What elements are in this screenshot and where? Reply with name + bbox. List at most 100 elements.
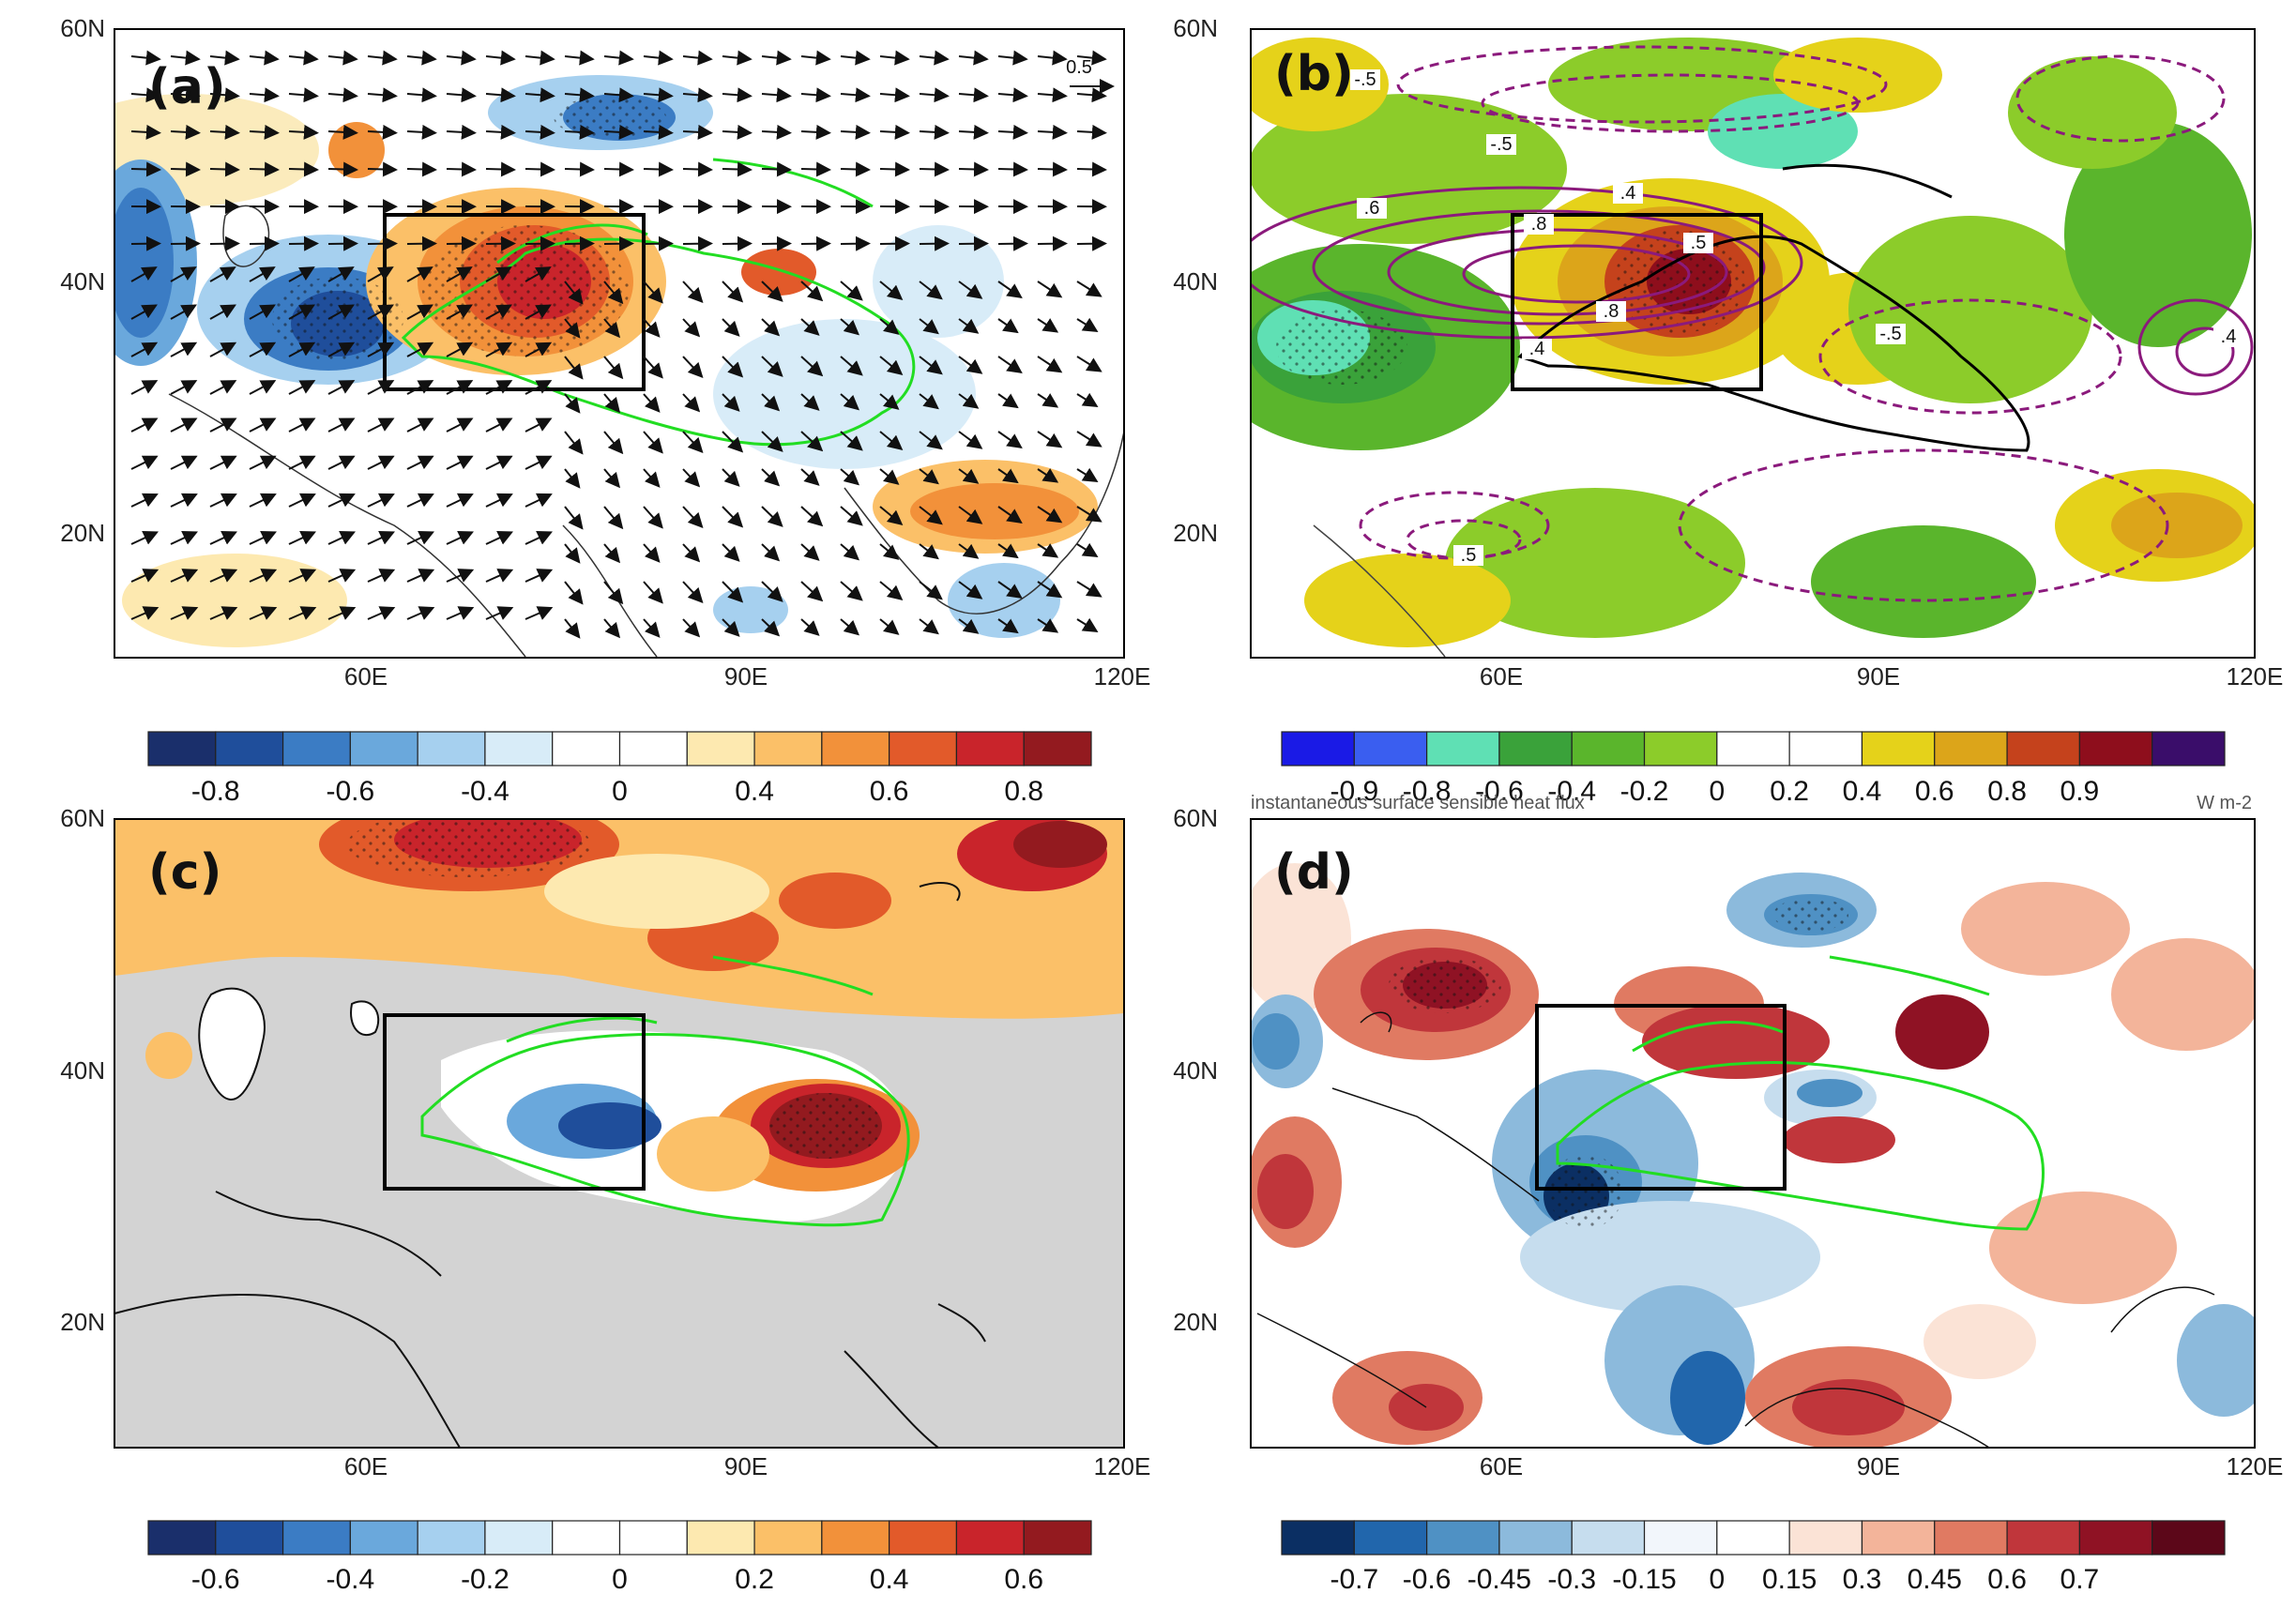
wind-vector [446, 380, 474, 395]
colorbar-swatch [2078, 731, 2153, 767]
wind-vector [525, 266, 552, 282]
panel-a-colorbar: -0.8 -0.6 -0.4 0 0.4 0.6 0.8 [147, 731, 1092, 807]
wind-vector [800, 281, 824, 302]
wind-vector [288, 417, 316, 433]
wind-vector [919, 161, 950, 177]
wind-vector [564, 161, 595, 177]
colorbar-label: -0.6 [1475, 776, 1524, 807]
wind-vector [603, 468, 621, 489]
wind-vector [485, 87, 516, 103]
wind-vector [840, 281, 863, 301]
wind-vector [722, 506, 744, 528]
wind-vector [879, 393, 900, 410]
wind-vector [209, 87, 240, 103]
wind-vector [840, 431, 863, 451]
wind-vector [367, 342, 395, 357]
wind-vector [130, 266, 158, 282]
wind-vector [958, 393, 980, 409]
x-tick-90e: 90E [1857, 1452, 1900, 1480]
wind-vector [997, 50, 1028, 66]
wind-vector [249, 304, 276, 320]
panel-c-frame [114, 818, 1125, 1449]
wind-vector [722, 468, 740, 487]
x-tick-120e: 120E [2227, 1452, 2284, 1480]
wind-vector [288, 235, 319, 251]
wind-vector [485, 493, 513, 508]
wind-vector [209, 124, 240, 140]
wind-vector [761, 506, 783, 527]
wind-vector [327, 304, 355, 320]
colorbar-label: 0.6 [1915, 776, 1954, 807]
wind-vector [288, 569, 317, 583]
colorbar-swatch [1426, 731, 1500, 767]
wind-vector [209, 161, 240, 177]
wind-vector [643, 393, 661, 413]
wind-vector [564, 618, 581, 639]
wind-vector [406, 124, 437, 140]
wind-vector [1076, 87, 1107, 103]
wind-vector [722, 50, 753, 66]
y-tick-20n: 20N [60, 1308, 105, 1336]
wind-vector [564, 581, 584, 605]
panel-b-label: (b) [1274, 46, 1354, 102]
panel-b-field: -.5 -.5 .6 .8 .4 .4 .8 .5 -.5 .4 .5 [1251, 29, 2255, 658]
wind-vector [367, 380, 395, 395]
colorbar-label: 0.8 [1987, 776, 2027, 807]
wind-vector [840, 543, 860, 561]
wind-vector [367, 417, 395, 433]
colorbar-swatch [1571, 1520, 1646, 1556]
wind-vector [367, 266, 394, 282]
colorbar-label: 0.2 [735, 1564, 774, 1595]
wind-vector [1076, 431, 1102, 448]
wind-vector [800, 161, 831, 177]
wind-vector [249, 455, 277, 470]
x-tick-120e: 120E [1094, 1452, 1151, 1480]
wind-vector [997, 87, 1028, 103]
wind-vector [722, 281, 744, 303]
wind-vector [367, 569, 396, 583]
panel-c-colorbar: -0.6 -0.4 -0.2 0 0.2 0.4 0.6 [147, 1520, 1092, 1595]
wind-vector [249, 606, 278, 620]
wind-vector [485, 50, 516, 66]
y-tick-20n: 20N [1173, 1308, 1218, 1336]
wind-vector [327, 606, 357, 620]
wind-vector [327, 50, 358, 66]
wind-vector [406, 304, 433, 320]
wind-vector [406, 455, 434, 470]
colorbar-swatch [349, 731, 418, 767]
contour-label-bg [1683, 233, 1713, 253]
wind-vector [446, 304, 473, 320]
wind-vector [879, 318, 900, 335]
colorbar-swatch [889, 1520, 958, 1556]
wind-vector [958, 161, 989, 177]
wind-vector [249, 493, 277, 508]
wind-vector [603, 87, 634, 103]
wind-vector [367, 304, 394, 320]
panel-d-y-ticks: 60N 40N 20N [1173, 804, 1218, 1336]
wind-vector [761, 543, 781, 562]
wind-vector [997, 543, 1019, 559]
wind-vector [249, 530, 278, 545]
wind-vector [327, 161, 358, 177]
colorbar-label: -0.4 [327, 1564, 375, 1595]
reference-vector-label: 0.5 [1066, 57, 1092, 78]
wind-vector [919, 124, 950, 140]
wind-vector [446, 455, 474, 470]
wind-vector [800, 318, 820, 336]
wind-vector [1076, 161, 1107, 177]
wind-vector [130, 161, 161, 177]
wind-vector [209, 50, 240, 66]
colorbar-label: 0 [1710, 776, 1726, 807]
wind-vector [603, 618, 621, 639]
colorbar-label: -0.8 [1403, 776, 1452, 807]
colorbar-label: 0.6 [1004, 1564, 1043, 1595]
wind-vector [1076, 617, 1099, 633]
wind-vector [485, 304, 512, 320]
panel-d-title: instantaneous surface sensible heat flux [1251, 793, 1585, 813]
colorbar-label: -0.4 [1547, 776, 1596, 807]
colorbar-swatch [889, 731, 958, 767]
wind-vector [485, 606, 514, 620]
wind-vector [327, 493, 356, 508]
wind-vector [367, 493, 395, 508]
wind-vector [288, 161, 319, 177]
